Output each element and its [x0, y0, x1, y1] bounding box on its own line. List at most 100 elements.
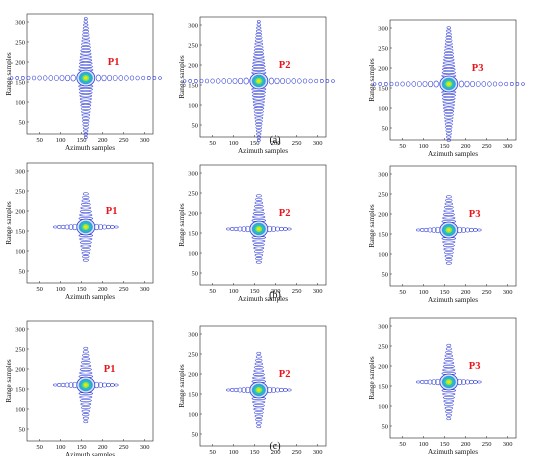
azimuth-sidelobe-r1c1	[54, 75, 59, 81]
y-tick-label-r3c3: 300	[378, 323, 388, 330]
azimuth-sidelobe-r1c1	[31, 75, 37, 81]
x-tick-label-r2c2: 150	[250, 288, 260, 295]
range-sidelobe-r1c1	[80, 52, 92, 56]
range-sidelobe-r1c1	[82, 33, 90, 37]
azimuth-sidelobe-r1c3	[492, 81, 498, 87]
y-tick-label-r2c3: 200	[378, 211, 388, 218]
azimuth-sidelobe-r2c3	[423, 227, 429, 233]
range-sidelobe-r3c1	[81, 406, 91, 410]
range-sidelobe-r2c1	[79, 241, 92, 245]
point-target-response-r1c1	[9, 17, 162, 139]
azimuth-sidelobe-r1c3	[470, 80, 476, 88]
azimuth-sidelobe-r2c2	[287, 227, 292, 231]
mainlobe-peak-r2c3	[447, 228, 451, 232]
point-target-response-r1c2	[182, 20, 335, 142]
y-tick-label-r2c2: 100	[188, 250, 198, 257]
azimuth-sidelobe-r1c1	[158, 76, 162, 80]
range-sidelobe-r1c3	[445, 132, 452, 136]
azimuth-sidelobe-r3c2	[271, 387, 277, 393]
range-sidelobe-r1c3	[445, 39, 453, 43]
range-sidelobe-r2c2	[253, 246, 265, 250]
azimuth-sidelobe-r1c2	[302, 78, 308, 84]
x-tick-label-r3c1: 300	[140, 444, 150, 451]
range-sidelobe-r1c2	[252, 94, 266, 98]
point-label-r3c1: P1	[104, 364, 116, 375]
mainlobe-peak-r2c1	[84, 225, 88, 229]
panel-r1c1: 50 100 150 200 250 300 50 100 150 200 250 300 Azimut…	[5, 13, 162, 152]
range-sidelobe-r1c3	[443, 106, 455, 110]
y-axis-label-r1c1: Range samples	[5, 52, 13, 96]
point-target-response-r2c2	[226, 194, 292, 264]
mainlobe-peak-r1c1	[84, 76, 88, 80]
x-axis-label-r1c1: Azimuth samples	[65, 144, 115, 152]
range-sidelobe-r2c1	[82, 195, 90, 199]
point-label-r1c1: P1	[108, 57, 120, 68]
y-tick-label-r2c1: 300	[15, 168, 25, 175]
x-tick-label-r1c1: 200	[98, 137, 108, 144]
range-sidelobe-r3c2	[256, 351, 262, 355]
range-sidelobe-r2c2	[255, 194, 262, 198]
azimuth-sidelobe-r3c1	[98, 382, 104, 388]
y-tick-label-r1c2: 100	[188, 102, 198, 109]
range-sidelobe-r1c2	[253, 48, 264, 52]
point-target-response-r3c2	[226, 351, 292, 429]
y-tick-label-r1c1: 100	[15, 99, 25, 106]
range-sidelobe-r1c2	[254, 119, 263, 123]
x-tick-label-r1c2: 250	[292, 140, 302, 147]
range-sidelobe-r2c1	[81, 202, 91, 206]
y-tick-label-r3c2: 300	[188, 331, 198, 338]
y-tick-label-r1c3: 200	[378, 65, 388, 72]
azimuth-sidelobe-r1c2	[232, 77, 238, 85]
azimuth-sidelobe-r1c3	[504, 81, 509, 87]
azimuth-sidelobe-r2c1	[102, 224, 107, 230]
range-sidelobe-r1c3	[445, 35, 453, 39]
range-sidelobe-r1c2	[255, 126, 263, 130]
azimuth-sidelobe-r1c2	[227, 78, 232, 84]
azimuth-sidelobe-r2c3	[473, 228, 478, 232]
azimuth-sidelobe-r3c2	[241, 387, 247, 393]
range-sidelobe-r3c3	[444, 406, 453, 410]
range-sidelobe-r3c2	[253, 369, 265, 373]
range-sidelobe-r1c2	[251, 68, 266, 72]
range-sidelobe-r1c2	[252, 64, 266, 68]
x-tick-label-r2c2: 100	[229, 288, 239, 295]
x-tick-label-r3c2: 150	[250, 449, 260, 456]
range-sidelobe-r2c2	[252, 243, 265, 247]
range-sidelobe-r1c3	[441, 93, 456, 97]
range-sidelobe-r1c3	[441, 71, 456, 75]
range-sidelobe-r1c3	[444, 116, 454, 120]
range-sidelobe-r3c2	[254, 362, 263, 366]
azimuth-sidelobe-r3c1	[53, 383, 58, 387]
range-sidelobe-r3c2	[254, 414, 263, 418]
x-tick-label-r1c1: 300	[140, 137, 150, 144]
x-tick-label-r3c3: 300	[503, 441, 513, 448]
range-sidelobe-r1c1	[78, 87, 93, 91]
range-sidelobe-r1c3	[442, 64, 456, 68]
panel-r3c1: 50 100 150 200 250 300 50 100 150 200 250 300 Azimut…	[5, 320, 154, 456]
azimuth-sidelobe-r2c1	[114, 225, 119, 229]
azimuth-sidelobe-r2c2	[233, 226, 239, 232]
range-sidelobe-r2c1	[80, 206, 92, 210]
range-sidelobe-r2c2	[254, 250, 264, 254]
y-tick-label-r1c3: 100	[378, 105, 388, 112]
azimuth-sidelobe-r2c2	[241, 226, 247, 232]
azimuth-sidelobe-r1c1	[9, 76, 14, 80]
mainlobe-peak-r3c3	[447, 380, 451, 384]
range-sidelobe-r1c3	[442, 100, 456, 104]
azimuth-sidelobe-r1c2	[210, 78, 215, 84]
azimuth-sidelobe-r2c3	[461, 227, 467, 233]
y-tick-label-r3c3: 150	[378, 383, 388, 390]
azimuth-sidelobe-r3c2	[229, 388, 235, 392]
azimuth-sidelobe-r1c2	[325, 79, 330, 83]
range-sidelobe-r2c3	[442, 240, 456, 244]
azimuth-sidelobe-r3c3	[477, 380, 482, 384]
azimuth-sidelobe-r2c2	[229, 227, 235, 231]
y-tick-label-r1c3: 50	[382, 125, 389, 132]
y-tick-label-r2c1: 100	[15, 248, 25, 255]
range-sidelobe-r2c3	[444, 251, 454, 255]
y-tick-label-r1c3: 300	[378, 25, 388, 32]
row-caption-2: (b)	[269, 290, 281, 301]
y-tick-label-r3c2: 150	[188, 391, 198, 398]
range-sidelobe-r2c3	[444, 202, 453, 206]
